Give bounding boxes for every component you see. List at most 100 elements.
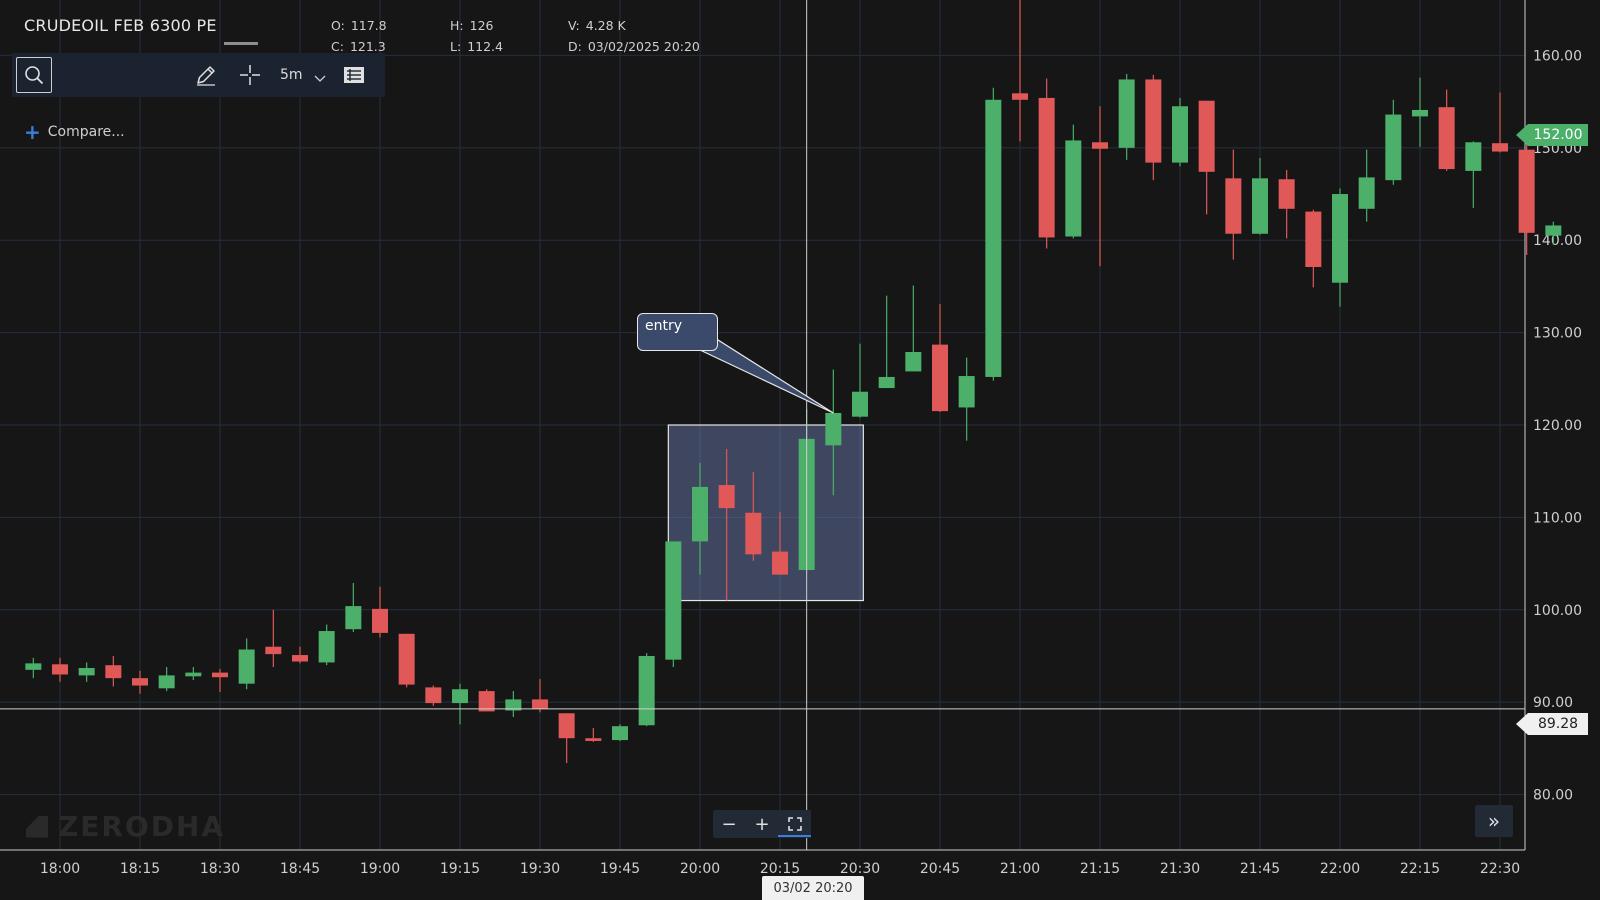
candle-body bbox=[52, 664, 68, 675]
compare-button[interactable]: + Compare... bbox=[24, 120, 125, 144]
annotation-label: entry bbox=[645, 318, 683, 334]
cursor-price-pointer bbox=[1516, 713, 1528, 735]
cursor-price-label: 89.28 bbox=[1528, 713, 1588, 735]
candle-body bbox=[398, 633, 415, 685]
volume-key: V: bbox=[568, 18, 580, 33]
y-tick-label: 130.00 bbox=[1533, 326, 1582, 342]
crosshair-icon[interactable] bbox=[232, 57, 268, 93]
watermark-text: ZERODHA bbox=[58, 810, 226, 843]
x-tick-label: 22:00 bbox=[1320, 861, 1360, 877]
chevron-down-icon[interactable] bbox=[314, 75, 326, 83]
y-tick-label: 110.00 bbox=[1533, 510, 1582, 526]
candle-body bbox=[1438, 107, 1455, 170]
zoom-in-button[interactable]: + bbox=[754, 813, 770, 835]
candle-body bbox=[452, 689, 468, 704]
open-value: 117.8 bbox=[350, 18, 387, 33]
candle-body bbox=[1332, 194, 1348, 283]
candle-body bbox=[692, 486, 708, 542]
candle-body bbox=[1278, 179, 1295, 209]
candle-body bbox=[852, 391, 868, 417]
x-tick-label: 20:15 bbox=[760, 861, 800, 877]
x-tick-label: 20:30 bbox=[840, 861, 880, 877]
low-key: L: bbox=[450, 39, 462, 54]
candle-body bbox=[265, 646, 282, 655]
candle-body bbox=[1225, 178, 1242, 234]
active-tool-indicator bbox=[224, 42, 258, 45]
candle-body bbox=[1518, 149, 1535, 233]
y-tick-label: 120.00 bbox=[1533, 418, 1582, 434]
last-price-label: 152.00 bbox=[1528, 124, 1588, 146]
x-tick-label: 19:00 bbox=[360, 861, 400, 877]
candle-body bbox=[425, 687, 442, 704]
y-tick-label: 80.00 bbox=[1533, 788, 1573, 804]
candle-body bbox=[158, 675, 175, 689]
candle-body bbox=[132, 678, 148, 686]
candle-body bbox=[612, 726, 628, 741]
chart-toolbar: 5m bbox=[12, 53, 385, 97]
candle-body bbox=[825, 412, 842, 446]
x-tick-label: 21:30 bbox=[1160, 861, 1200, 877]
candle-body bbox=[1038, 97, 1055, 238]
table-icon[interactable] bbox=[336, 57, 372, 93]
zoom-controls: − + bbox=[713, 810, 811, 838]
zoom-out-button[interactable]: − bbox=[721, 813, 737, 835]
x-tick-label: 18:15 bbox=[120, 861, 160, 877]
candle-body bbox=[1412, 109, 1428, 117]
candle-body bbox=[1118, 79, 1135, 148]
candle-body bbox=[292, 655, 308, 662]
candle-body bbox=[532, 699, 548, 709]
entry-annotation[interactable]: entry bbox=[637, 313, 718, 351]
candle-body bbox=[318, 631, 335, 663]
low-value: 112.4 bbox=[467, 39, 503, 54]
date-value: 03/02/2025 20:20 bbox=[587, 39, 700, 54]
candle-body bbox=[238, 649, 255, 684]
scroll-to-latest-button[interactable]: » bbox=[1475, 805, 1513, 837]
candle-body bbox=[932, 344, 948, 412]
candle-body bbox=[1252, 178, 1268, 234]
candle-body bbox=[558, 713, 575, 739]
candle-body bbox=[665, 541, 682, 660]
y-tick-label: 160.00 bbox=[1533, 48, 1582, 64]
y-tick-label: 140.00 bbox=[1533, 233, 1582, 249]
cursor-time-label: 03/02 20:20 bbox=[762, 876, 864, 900]
search-icon[interactable] bbox=[16, 57, 52, 93]
candle-body bbox=[1172, 106, 1188, 163]
ohlc-open-close: O: 117.8 C: 121.3 bbox=[331, 15, 387, 57]
zerodha-logo-icon bbox=[26, 815, 48, 838]
candle-body bbox=[25, 663, 42, 670]
pencil-icon[interactable] bbox=[188, 57, 224, 93]
interval-selector[interactable]: 5m bbox=[280, 67, 303, 83]
x-tick-label: 18:30 bbox=[200, 861, 240, 877]
candle-body bbox=[1198, 100, 1215, 172]
candle-body bbox=[1492, 143, 1508, 152]
candle-body bbox=[212, 672, 228, 678]
x-tick-label: 22:15 bbox=[1400, 861, 1440, 877]
candle-body bbox=[78, 667, 95, 676]
x-tick-label: 19:45 bbox=[600, 861, 640, 877]
x-tick-label: 21:00 bbox=[1000, 861, 1040, 877]
fullscreen-icon[interactable] bbox=[779, 810, 811, 838]
close-value: 121.3 bbox=[349, 39, 386, 54]
y-tick-label: 90.00 bbox=[1533, 695, 1573, 711]
candle-body bbox=[745, 512, 762, 555]
close-key: C: bbox=[331, 39, 344, 54]
x-tick-label: 18:00 bbox=[40, 861, 80, 877]
y-tick-label: 100.00 bbox=[1533, 603, 1582, 619]
candle-body bbox=[905, 352, 922, 372]
candle-body bbox=[958, 376, 975, 408]
x-tick-label: 20:00 bbox=[680, 861, 720, 877]
candle-body bbox=[1145, 79, 1162, 163]
candle-body bbox=[478, 691, 495, 712]
zoom-active-indicator bbox=[778, 835, 811, 837]
x-tick-label: 19:15 bbox=[440, 861, 480, 877]
x-tick-label: 19:30 bbox=[520, 861, 560, 877]
open-key: O: bbox=[331, 18, 345, 33]
candle-body bbox=[1305, 211, 1322, 268]
plus-icon: + bbox=[24, 120, 41, 144]
candle-body bbox=[985, 99, 1002, 377]
highlight-rectangle bbox=[667, 424, 864, 602]
x-tick-label: 22:30 bbox=[1480, 861, 1520, 877]
candle-body bbox=[638, 655, 655, 726]
candle-body bbox=[1065, 140, 1082, 237]
